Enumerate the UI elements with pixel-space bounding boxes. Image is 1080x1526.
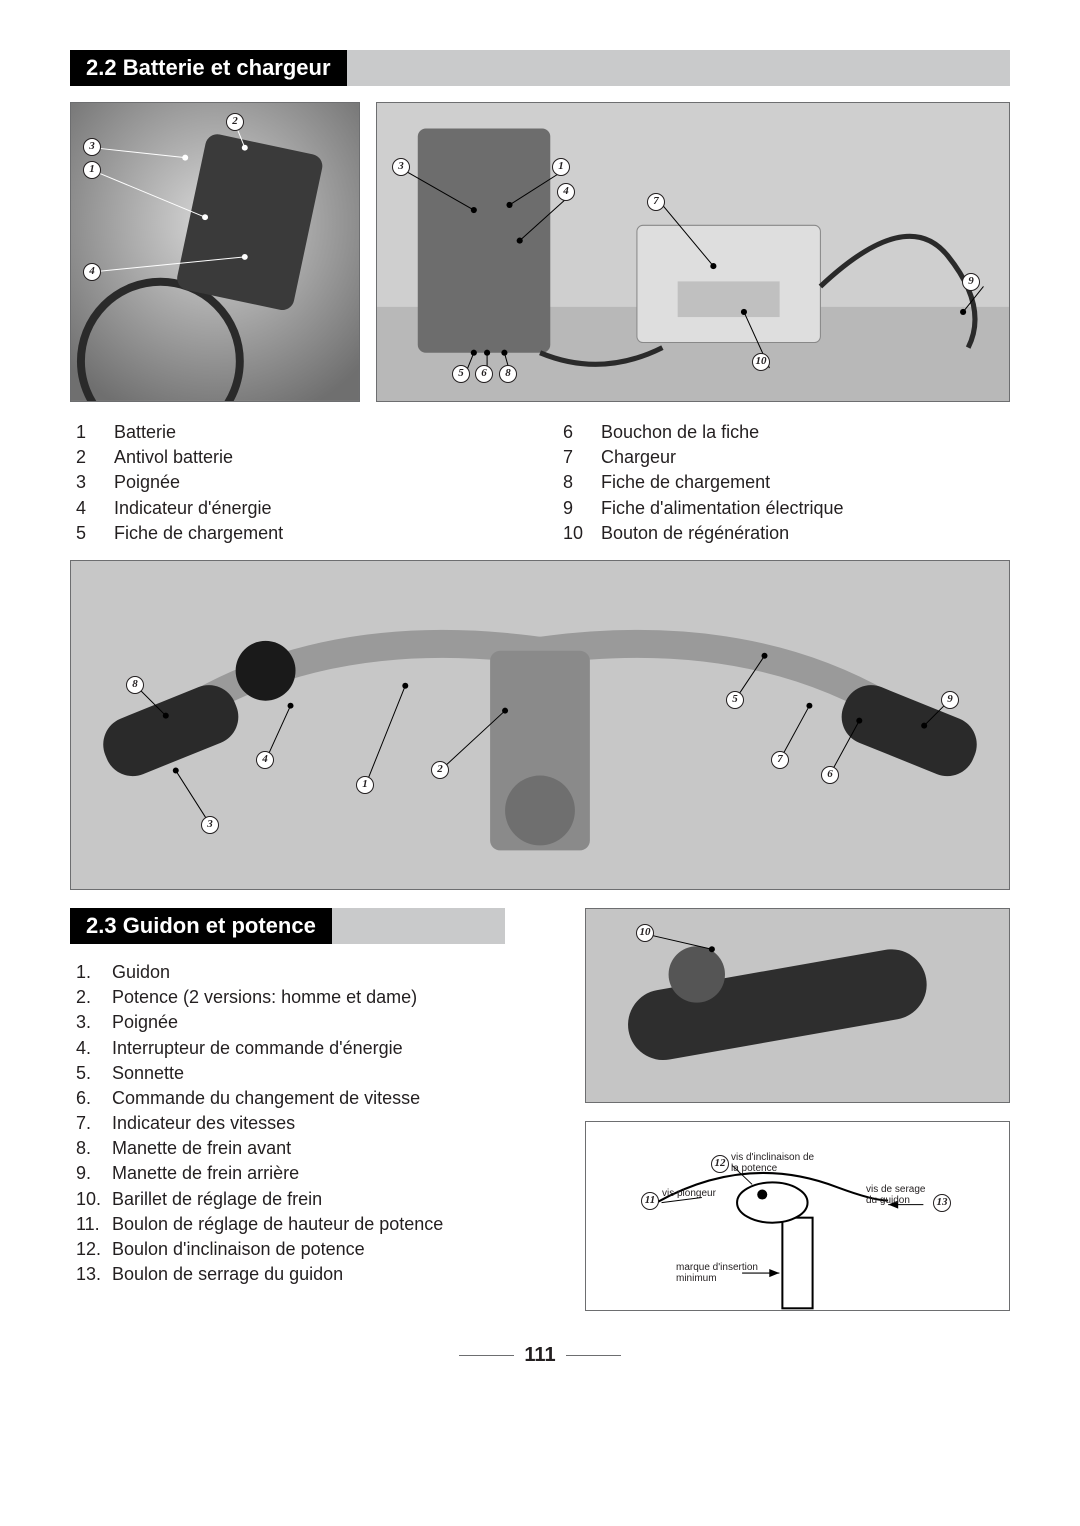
callout-6: 6 (475, 365, 493, 383)
callout-6: 6 (821, 766, 839, 784)
callout-7: 7 (771, 751, 789, 769)
bottom-left-col: 2.3 Guidon et potence 1.Guidon 2.Potence… (70, 908, 555, 1287)
callout-1: 1 (356, 776, 374, 794)
callout-4: 4 (557, 183, 575, 201)
callout-4: 4 (83, 263, 101, 281)
callout-1: 1 (83, 161, 101, 179)
figure-row-top: FIG. 2 (70, 102, 1010, 402)
figure-3: FIG. 3 (376, 102, 1010, 402)
callout-11: 11 (641, 1192, 659, 1210)
callout-3: 3 (83, 138, 101, 156)
list-23: 1.Guidon 2.Potence (2 versions: homme et… (70, 960, 555, 1287)
bottom-right-col: FIG. 5 10 FIG. 6 (585, 908, 1010, 1311)
fig6-label-serage: vis de serage du guidon (866, 1184, 931, 1206)
figure-6: FIG. 6 vis d'inc (585, 1121, 1010, 1311)
list-22-left: 1Batterie 2Antivol batterie 3Poignée 4In… (76, 420, 523, 546)
fig6-label-plongeur: vis plongeur (662, 1188, 716, 1199)
section-heading-22: 2.2 Batterie et chargeur (70, 50, 347, 86)
callout-5: 5 (452, 365, 470, 383)
figure-2-photo (71, 103, 359, 401)
callout-10: 10 (636, 924, 654, 942)
section-bar-22: 2.2 Batterie et chargeur (70, 50, 1010, 86)
figure-2: FIG. 2 (70, 102, 360, 402)
callout-2: 2 (226, 113, 244, 131)
callout-8: 8 (126, 676, 144, 694)
page-number: 111 (70, 1341, 1010, 1369)
callout-9: 9 (962, 273, 980, 291)
section-heading-23: 2.3 Guidon et potence (70, 908, 332, 944)
callout-5: 5 (726, 691, 744, 709)
list-22: 1Batterie 2Antivol batterie 3Poignée 4In… (70, 420, 1010, 546)
figure-6-diagram (586, 1122, 1009, 1311)
bottom-row: 2.3 Guidon et potence 1.Guidon 2.Potence… (70, 908, 1010, 1311)
callout-2: 2 (431, 761, 449, 779)
figure-5: FIG. 5 10 (585, 908, 1010, 1103)
callout-9: 9 (941, 691, 959, 709)
callout-10: 10 (752, 353, 770, 371)
section-bar-23: 2.3 Guidon et potence (70, 908, 505, 944)
callout-1: 1 (552, 158, 570, 176)
fig6-label-marque: marque d'insertion minimum (676, 1262, 776, 1284)
callout-12: 12 (711, 1155, 729, 1173)
figure-3-photo (377, 103, 1009, 402)
figure-4: FIG. 4 (70, 560, 1010, 890)
callout-7: 7 (647, 193, 665, 211)
figure-4-photo (71, 561, 1009, 890)
callout-3: 3 (201, 816, 219, 834)
callout-4: 4 (256, 751, 274, 769)
callout-8: 8 (499, 365, 517, 383)
callout-3: 3 (392, 158, 410, 176)
fig6-label-inclin: vis d'inclinaison de la potence (731, 1152, 821, 1174)
callout-13: 13 (933, 1194, 951, 1212)
list-22-right: 6Bouchon de la fiche 7Chargeur 8Fiche de… (563, 420, 1010, 546)
